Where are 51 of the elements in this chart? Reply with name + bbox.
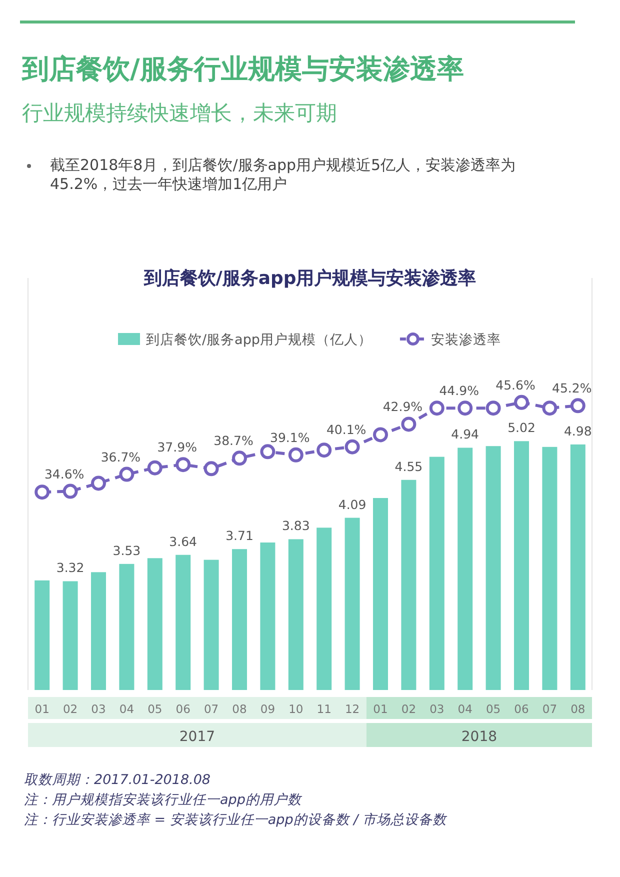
x-tick-label: 08 (232, 702, 247, 716)
text: 2017 (179, 729, 216, 745)
data-label: 3.32 (56, 560, 84, 576)
x-tick-label: 07 (204, 702, 219, 716)
data-label: 4.55 (394, 458, 423, 474)
annotation: 到店餐饮/服务app用户规模与安装渗透率 (142, 268, 476, 289)
data-label: 45.2% (552, 380, 592, 396)
data-label: 3.64 (169, 534, 198, 549)
text: 注：用户规模指安装该行业任一app的用户数 (24, 792, 302, 808)
x-tick-label: 02 (62, 702, 78, 716)
data-label: 38.7% (214, 433, 254, 448)
data-label: 5.02 (508, 420, 536, 436)
data-label: 3.71 (226, 528, 254, 544)
x-tick-label: 04 (458, 702, 472, 716)
data-label: 4.98 (564, 423, 592, 438)
x-tick-label: 02 (401, 702, 416, 716)
x-tick-label: 04 (119, 702, 134, 716)
x-tick-label: 10 (288, 702, 304, 716)
x-tick-label: 11 (316, 702, 332, 716)
text: 2018 (461, 729, 498, 745)
data-label: 4.09 (338, 496, 366, 512)
x-tick-label: 05 (486, 702, 501, 716)
x-tick-label: 03 (91, 702, 106, 716)
x-tick-label: 12 (344, 702, 360, 716)
text: 取数周期：2017.01-2018.08 (24, 772, 211, 788)
data-label: 37.9% (157, 440, 198, 455)
data-label: 36.7% (100, 449, 141, 464)
data-label: 42.9% (382, 399, 423, 414)
x-tick-label: 03 (430, 702, 444, 716)
legend-label: 到店餐饮/服务app用户规模（亿人） (146, 332, 372, 348)
x-tick-label: 05 (148, 702, 162, 716)
x-tick-label: 07 (542, 702, 558, 716)
x-tick-label: 01 (34, 702, 50, 716)
x-tick-label: 09 (260, 702, 276, 716)
chart-title: 到店餐饮/服务行业规模与安装渗透率 (21, 54, 464, 85)
data-label: 3.83 (282, 518, 310, 534)
chart-subtitle: 行业规模持续快速增长，未来可期 (22, 101, 337, 125)
text: 截至2018年8月，到店餐饮/服务app用户规模近5亿人，安装渗透率为45.2%，过去一年快速增加1亿用户 (50, 156, 517, 194)
x-tick-label: 06 (176, 702, 190, 716)
data-label: 3.53 (112, 542, 141, 558)
x-tick-label: 06 (514, 702, 529, 716)
text: 注：行业安装渗透率 = 安装该行业任一app的设备数 / 市场总设备数 (24, 812, 448, 828)
x-tick-label: 01 (373, 702, 388, 716)
data-label: 44.9% (439, 383, 480, 398)
x-tick-label: 08 (570, 702, 586, 716)
data-label: 40.1% (326, 422, 366, 437)
legend-label: 安装渗透率 (430, 332, 501, 348)
data-label: 34.6% (44, 466, 84, 482)
data-label: 39.1% (270, 430, 310, 445)
data-label: 4.94 (451, 426, 480, 442)
data-label: 45.6% (496, 377, 536, 392)
